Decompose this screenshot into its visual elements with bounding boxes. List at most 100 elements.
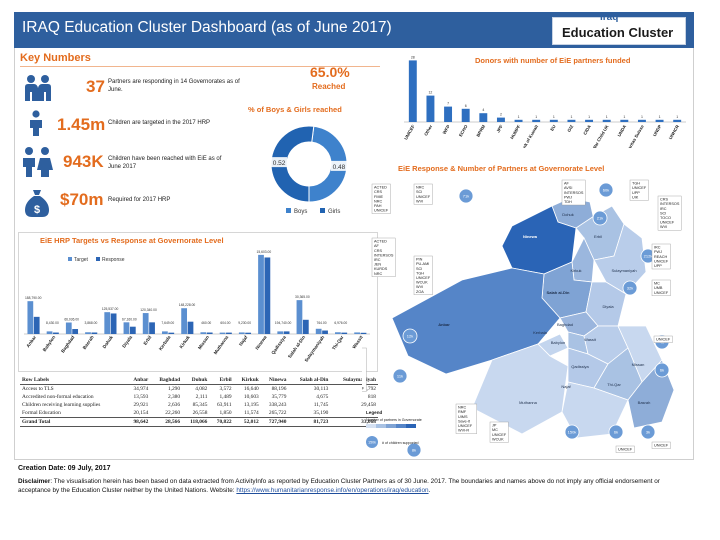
map-label: Missan xyxy=(632,362,645,367)
partners-text: Partners are responding in 14 Governorat… xyxy=(108,79,240,93)
partner-name: IRC xyxy=(660,207,667,211)
hrp-data-label: 30,365.00 xyxy=(295,295,310,299)
hrp-bar-response xyxy=(53,332,59,334)
table-header-cell: Dohuk xyxy=(182,376,210,385)
partner-name: SCI xyxy=(416,267,422,271)
disclaimer-label: Disclaimer xyxy=(18,478,51,485)
hrp-data-label: 194,740.00 xyxy=(275,321,292,325)
partner-name: SCI xyxy=(660,211,666,215)
table-cell: 10,603 xyxy=(243,394,259,400)
hrp-tick-label: Babylon xyxy=(42,335,57,353)
table-cell: 20,154 xyxy=(133,410,149,416)
donor-data-label: 1 xyxy=(641,115,643,119)
partner-name: TGH xyxy=(632,182,640,186)
required-text: Required for 2017 HRP xyxy=(108,197,171,203)
donor-tick-label: UNHCR xyxy=(668,123,681,140)
donor-bar xyxy=(549,119,558,122)
targeted-value: 1.45m xyxy=(57,115,106,134)
map-label: Dohuk xyxy=(562,212,574,217)
partner-name: WVI-R xyxy=(458,429,469,433)
reached-circle xyxy=(406,442,422,458)
hrp-bar-target xyxy=(46,331,53,334)
legend-scale-swatch xyxy=(396,424,406,428)
donor-tick-label: UNDP xyxy=(652,124,663,137)
map-label: Muthanna xyxy=(519,400,538,405)
table-cell: Formal Education xyxy=(22,410,61,416)
partner-name: INTERSOS xyxy=(564,191,584,195)
donor-data-label: 1 xyxy=(676,115,678,119)
table-header-cell: Baghdad xyxy=(150,376,183,385)
partners-value: 37 xyxy=(86,77,105,96)
donor-bar xyxy=(479,113,488,122)
donor-data-label: 1 xyxy=(659,115,661,119)
required-value: $70m xyxy=(60,190,104,209)
hrp-data-label: 67,160.00 xyxy=(122,317,137,321)
legend-scale-swatch xyxy=(366,424,376,428)
partner-name: UNICEF xyxy=(362,386,365,390)
donor-bar xyxy=(496,117,505,122)
website-link[interactable]: https://www.humanitarianresponse.info/en… xyxy=(236,487,429,494)
table-cell: 29,458 xyxy=(361,402,376,408)
hrp-bar-response xyxy=(322,330,328,334)
partner-name: NRC xyxy=(458,406,466,410)
donut-label-box xyxy=(271,157,288,168)
legend-swatch-girls xyxy=(320,208,325,213)
table-cell: 4,082 xyxy=(195,386,208,392)
donor-data-label: 1 xyxy=(623,115,625,119)
table-cell: 35,190 xyxy=(313,410,329,416)
money-bag-icon: $ xyxy=(25,190,49,217)
hrp-data-label: 460.00 xyxy=(201,321,211,325)
disclaimer-end: . xyxy=(428,487,431,494)
hrp-bar-target xyxy=(104,312,111,334)
partner-name: SCI xyxy=(416,190,422,194)
reached-circle-label: 71k xyxy=(463,194,469,199)
partner-name: UPP xyxy=(632,191,640,195)
partner-name: AVSI xyxy=(564,186,572,190)
hrp-bar-target xyxy=(277,331,284,334)
partners-icon xyxy=(25,75,51,101)
legend-partners-text: Number of partners in Governorate xyxy=(366,418,422,422)
donut-slice-girls xyxy=(270,125,315,203)
table-cell: 28,566 xyxy=(150,417,183,427)
map-label: Najaf xyxy=(561,384,571,389)
hrp-tick-label: Basrah xyxy=(82,335,95,351)
table-cell: 1,290 xyxy=(167,386,181,392)
hrp-tick-label: Dohuk xyxy=(102,334,115,349)
reached-circle xyxy=(458,188,474,204)
reached-circle xyxy=(592,210,608,226)
donor-bar xyxy=(585,119,594,122)
partner-name: Save-It xyxy=(458,419,471,423)
hrp-bar-target xyxy=(335,332,341,334)
donor-tick-label: WFP xyxy=(442,124,451,135)
reached-circle xyxy=(640,424,656,440)
partner-list-box: UNICEF xyxy=(651,441,671,449)
map-label: Thi-Qar xyxy=(607,382,621,387)
reached-circle xyxy=(608,424,624,440)
partner-name: UNICEF xyxy=(654,291,669,295)
partner-name: PU-AMI xyxy=(416,262,429,266)
partner-name: MC xyxy=(492,428,498,432)
hrp-bar-response xyxy=(245,332,252,334)
donor-tick-label: War Child UK xyxy=(591,123,610,148)
donor-tick-label: EU xyxy=(549,124,556,132)
hrp-bar-response xyxy=(283,331,290,334)
hrp-bar-response xyxy=(187,321,194,334)
hrp-tick-label: Ninewa xyxy=(254,334,268,350)
hrp-bar-target xyxy=(162,331,168,334)
partner-name: WVI xyxy=(660,225,667,229)
partner-name: ACTED xyxy=(374,186,387,190)
table-cell: 2,792 xyxy=(363,386,376,392)
donor-bar xyxy=(426,95,435,122)
table-cell: 2,380 xyxy=(167,394,181,400)
partner-name: UPP xyxy=(654,264,662,268)
map-legend: Legend Number of partners in Governorate 1… xyxy=(366,410,422,448)
table-cell: 727,940 xyxy=(260,417,289,427)
map-title: EiE Response & Number of Partners at Gov… xyxy=(398,164,605,173)
reached-circle-label: 150k xyxy=(568,430,577,435)
donor-tick-label: UNICEF xyxy=(403,124,416,141)
